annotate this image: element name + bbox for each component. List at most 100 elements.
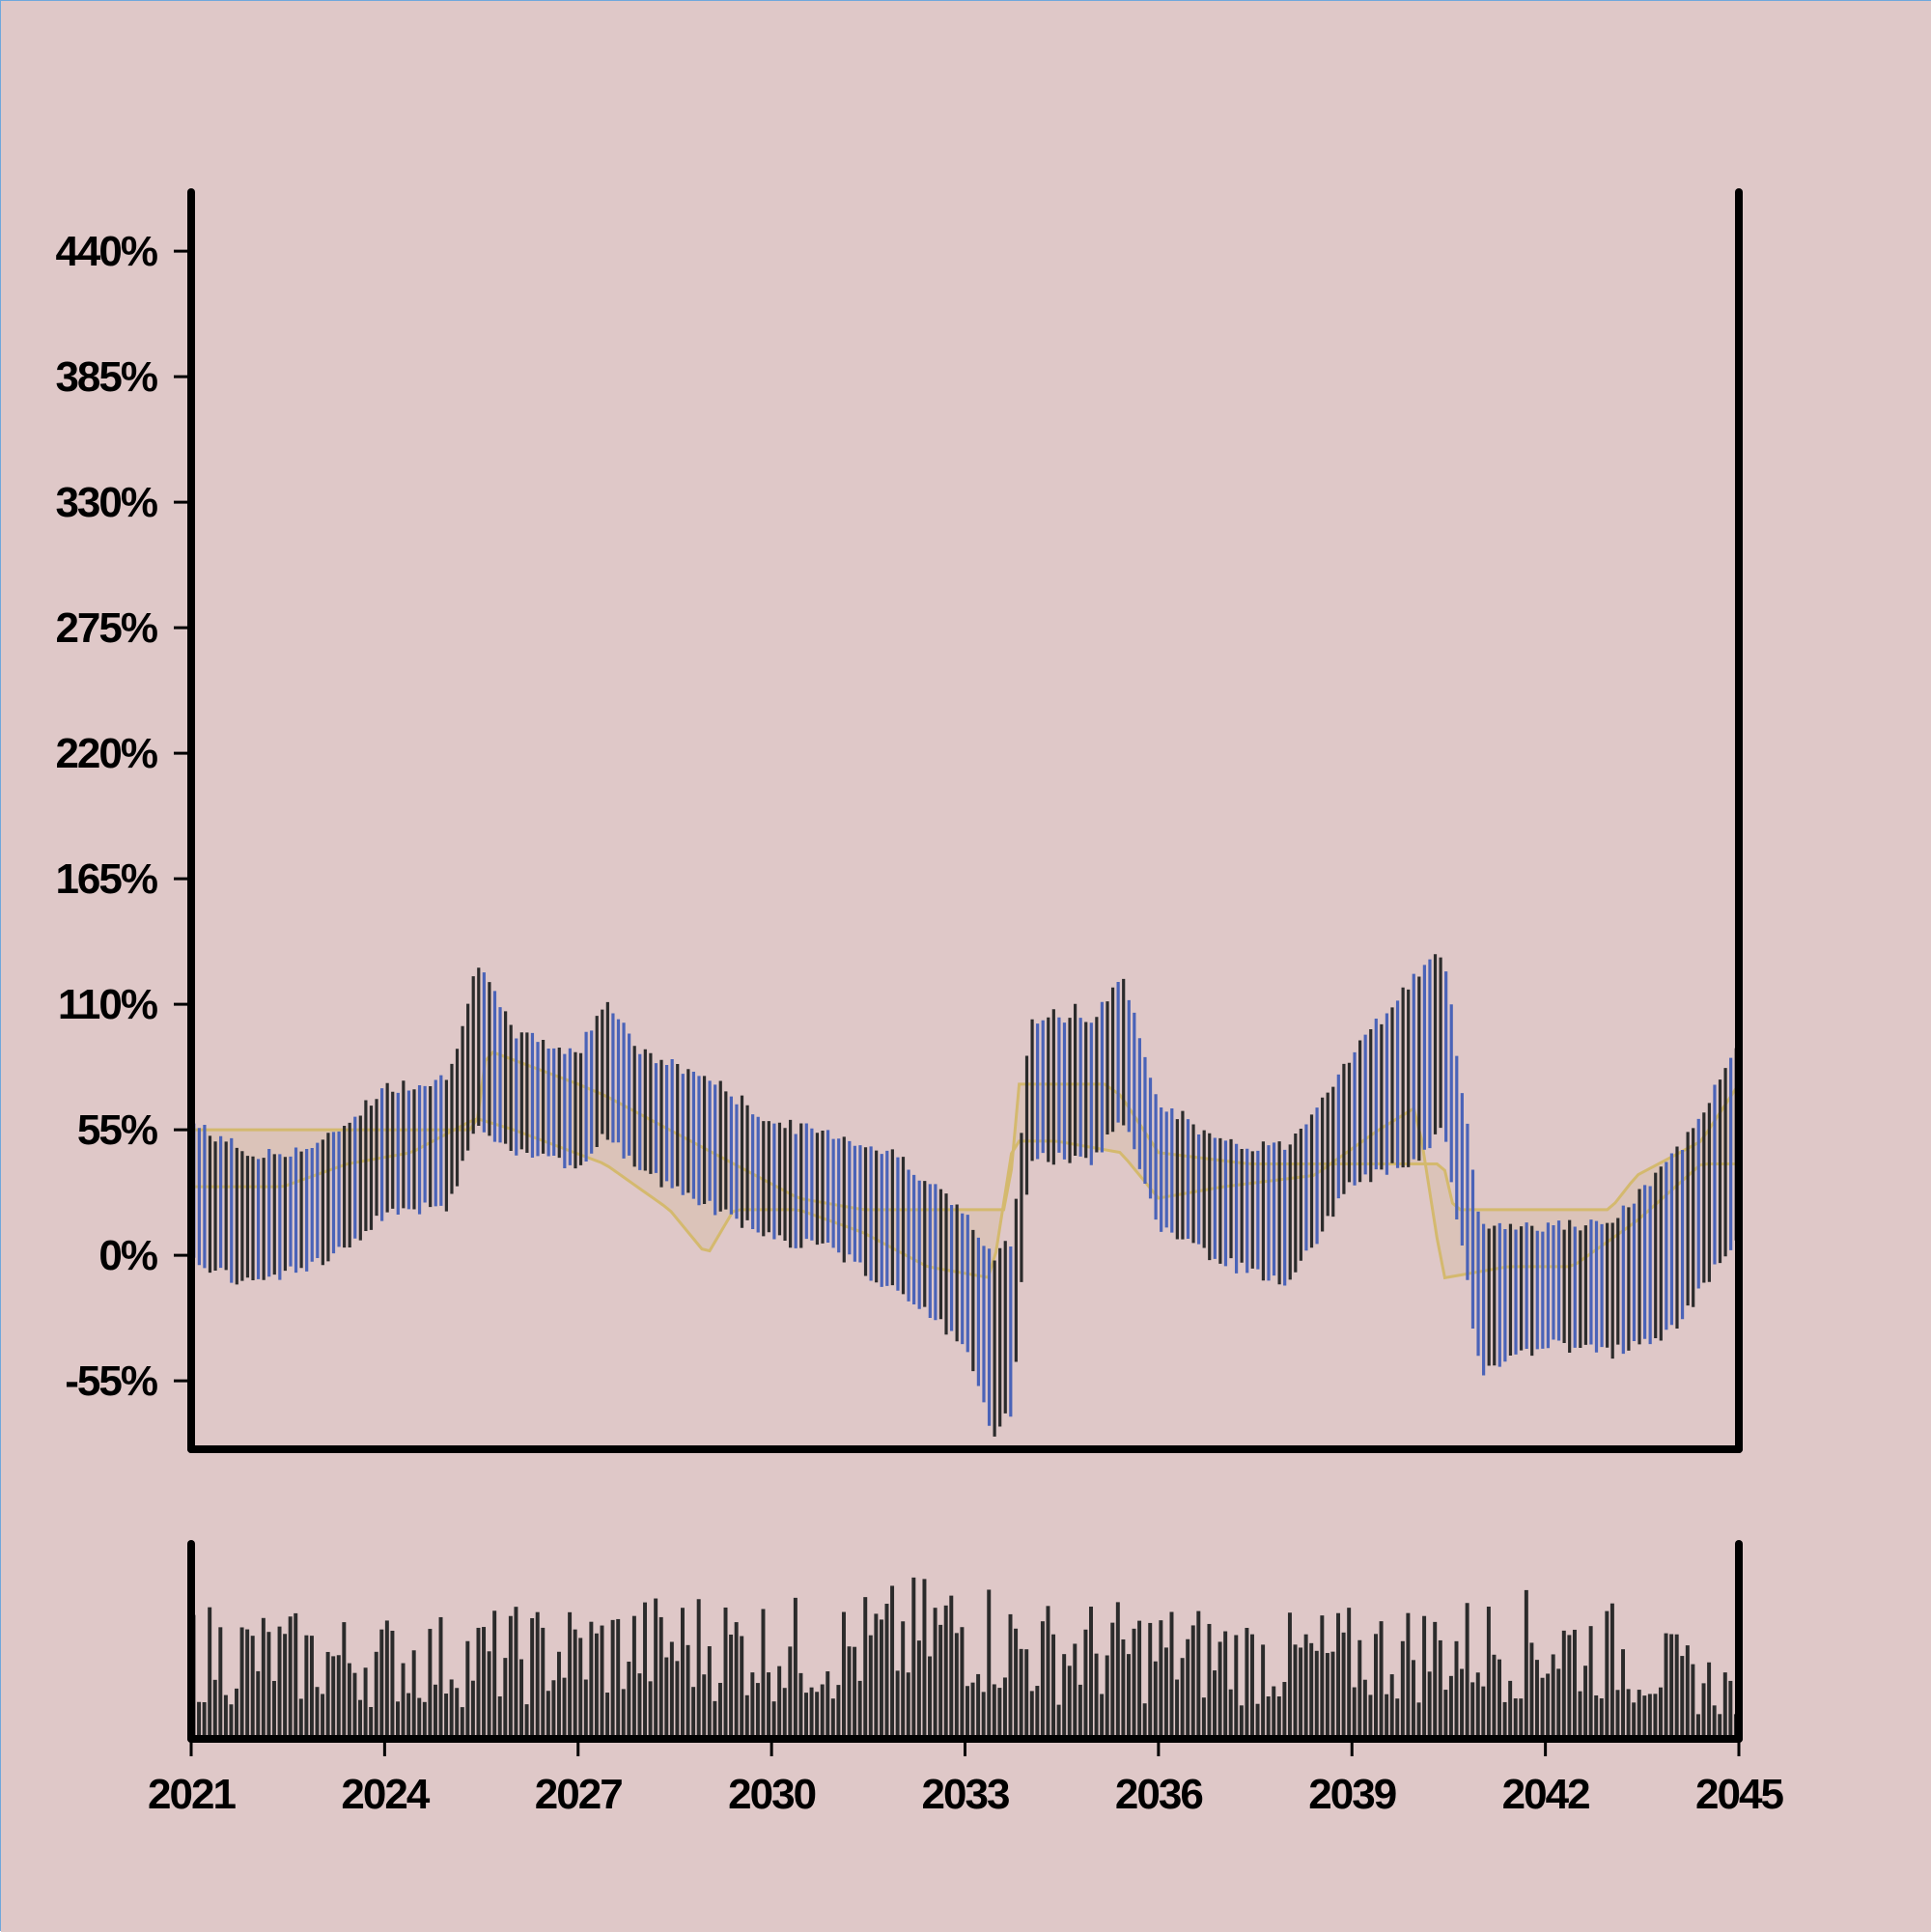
volume-bar bbox=[1077, 1684, 1082, 1739]
volume-bar bbox=[717, 1682, 722, 1739]
volume-bar bbox=[1519, 1698, 1524, 1739]
volume-bar bbox=[960, 1627, 965, 1739]
volume-bar bbox=[916, 1640, 921, 1739]
y-tick-label: 0% bbox=[98, 1232, 156, 1279]
volume-bar bbox=[342, 1622, 347, 1739]
volume-bar bbox=[1201, 1697, 1206, 1739]
volume-bar bbox=[1508, 1680, 1513, 1739]
volume-bar bbox=[535, 1611, 540, 1739]
volume-bar bbox=[1299, 1647, 1303, 1739]
volume-bar bbox=[245, 1629, 250, 1739]
volume-bar bbox=[1357, 1639, 1362, 1739]
volume-bar bbox=[1186, 1638, 1190, 1739]
volume-bar bbox=[1578, 1691, 1582, 1739]
volume-bar bbox=[208, 1607, 212, 1739]
volume-bar bbox=[1175, 1679, 1180, 1739]
volume-bar bbox=[449, 1679, 454, 1739]
volume-bar bbox=[197, 1701, 202, 1739]
volume-bar bbox=[336, 1655, 341, 1739]
volume-bar bbox=[1385, 1694, 1389, 1739]
volume-bar bbox=[1448, 1675, 1453, 1739]
volume-bar bbox=[594, 1633, 599, 1739]
volume-bar bbox=[943, 1605, 948, 1739]
volume-bar bbox=[1249, 1634, 1254, 1739]
volume-bar bbox=[1653, 1694, 1658, 1739]
volume-bar bbox=[1293, 1644, 1298, 1739]
volume-bar bbox=[1556, 1668, 1561, 1739]
volume-bar bbox=[1083, 1629, 1088, 1739]
x-tick-label: 2033 bbox=[922, 1771, 1009, 1818]
volume-bar bbox=[1475, 1672, 1480, 1739]
volume-bar bbox=[1245, 1627, 1249, 1739]
volume-bar bbox=[621, 1689, 626, 1739]
volume-bar bbox=[664, 1657, 669, 1739]
volume-bar bbox=[1142, 1703, 1147, 1739]
volume-bar bbox=[734, 1622, 739, 1739]
volume-bar bbox=[1642, 1695, 1647, 1739]
volume-bar bbox=[1422, 1615, 1427, 1739]
volume-bar bbox=[514, 1607, 518, 1739]
volume-bar bbox=[1637, 1690, 1641, 1739]
volume-bar bbox=[1163, 1647, 1168, 1739]
y-tick-label: -55% bbox=[65, 1358, 157, 1405]
volume-bar bbox=[868, 1635, 873, 1739]
volume-bar bbox=[1561, 1630, 1566, 1739]
y-tick-label: 220% bbox=[55, 730, 156, 777]
volume-bar bbox=[1615, 1690, 1620, 1739]
volume-bar bbox=[470, 1680, 475, 1739]
volume-bar bbox=[1497, 1659, 1501, 1739]
volume-bar bbox=[1594, 1694, 1599, 1739]
volume-bar bbox=[374, 1651, 378, 1739]
volume-bar bbox=[702, 1674, 707, 1739]
volume-bar bbox=[1303, 1634, 1308, 1739]
volume-bar bbox=[933, 1608, 938, 1739]
volume-bar bbox=[1100, 1694, 1105, 1739]
volume-bar bbox=[347, 1663, 351, 1739]
volume-bar bbox=[1513, 1698, 1518, 1739]
volume-bar bbox=[793, 1597, 798, 1739]
volume-bar bbox=[744, 1694, 749, 1739]
volume-bar bbox=[444, 1694, 449, 1739]
volume-bar bbox=[1336, 1612, 1341, 1739]
volume-bar bbox=[1460, 1668, 1465, 1739]
volume-bar bbox=[1148, 1622, 1153, 1739]
volume-bar bbox=[895, 1670, 900, 1739]
volume-bar bbox=[1502, 1701, 1507, 1739]
volume-bar bbox=[1534, 1660, 1539, 1739]
volume-bar bbox=[654, 1598, 658, 1739]
volume-bar bbox=[1347, 1608, 1352, 1739]
volume-bar bbox=[643, 1602, 648, 1739]
volume-bar bbox=[352, 1672, 357, 1739]
volume-bar bbox=[384, 1620, 389, 1739]
volume-bar bbox=[1115, 1602, 1120, 1739]
x-tick-label: 2027 bbox=[535, 1771, 622, 1818]
volume-bar bbox=[1169, 1611, 1174, 1739]
volume-bar bbox=[304, 1635, 309, 1739]
volume-bar bbox=[681, 1608, 685, 1739]
volume-bar bbox=[573, 1629, 577, 1739]
volume-bar bbox=[406, 1693, 411, 1739]
volume-bar bbox=[1266, 1696, 1271, 1739]
volume-bar bbox=[433, 1684, 437, 1739]
volume-bar bbox=[283, 1634, 288, 1739]
x-tick-label: 2036 bbox=[1115, 1771, 1202, 1818]
volume-bar bbox=[1223, 1631, 1228, 1739]
volume-bar bbox=[686, 1644, 690, 1739]
volume-bar bbox=[1481, 1686, 1486, 1739]
volume-bar bbox=[1035, 1686, 1040, 1739]
volume-bar bbox=[648, 1681, 653, 1739]
volume-bar bbox=[987, 1589, 992, 1739]
volume-bar bbox=[455, 1688, 460, 1739]
volume-bar bbox=[729, 1634, 734, 1739]
volume-bar bbox=[997, 1688, 1002, 1739]
volume-bar bbox=[1486, 1606, 1491, 1739]
volume-bar bbox=[1056, 1704, 1061, 1739]
volume-bar bbox=[1314, 1650, 1319, 1739]
volume-bar bbox=[992, 1684, 996, 1739]
volume-bar bbox=[1465, 1603, 1469, 1739]
volume-bar bbox=[411, 1650, 416, 1739]
volume-bar bbox=[1529, 1642, 1534, 1739]
volume-bar bbox=[820, 1684, 825, 1739]
volume-bar bbox=[954, 1633, 959, 1739]
volume-bar bbox=[223, 1694, 228, 1739]
